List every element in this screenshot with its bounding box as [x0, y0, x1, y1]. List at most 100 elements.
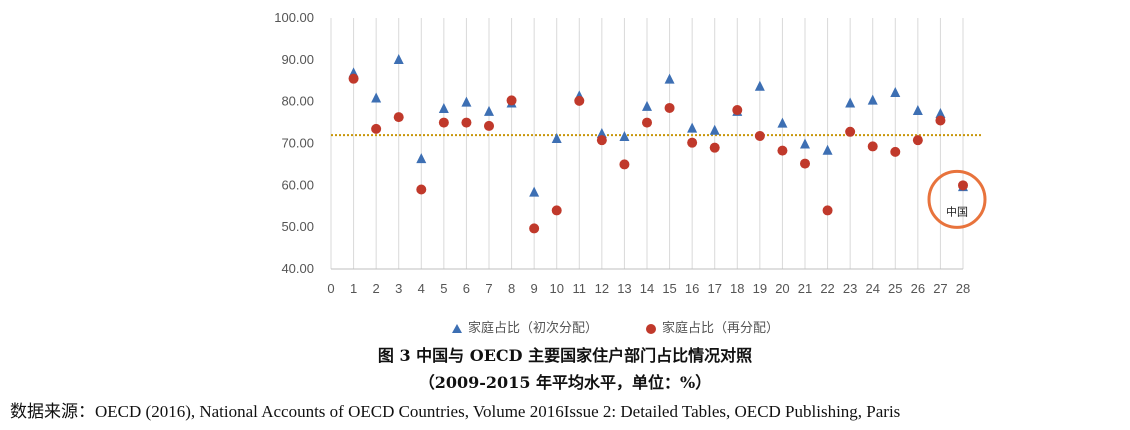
x-tick-label: 26 [911, 281, 925, 296]
data-points [348, 53, 968, 234]
triangle-point [438, 102, 449, 113]
x-tick-label: 25 [888, 281, 902, 296]
x-tick-label: 19 [753, 281, 767, 296]
triangle-point [867, 94, 878, 105]
circle-point [529, 223, 540, 234]
triangle-point [912, 105, 923, 116]
x-tick-label: 10 [549, 281, 563, 296]
y-tick-label: 60.00 [281, 177, 314, 192]
annotation-label: 中国 [946, 205, 968, 218]
circle-point [348, 73, 359, 84]
triangle-point [551, 133, 562, 144]
grid-lines [330, 18, 964, 270]
triangle-point [484, 105, 494, 116]
x-tick-label: 11 [573, 281, 587, 296]
circle-point [709, 142, 720, 153]
circle-point [935, 115, 946, 126]
x-tick-label: 2 [373, 281, 380, 296]
figure-caption-subtitle: （2009-2015 年平均水平，单位：%） [418, 373, 712, 392]
triangle-point [619, 130, 630, 141]
x-tick-label: 23 [843, 281, 857, 296]
legend: 家庭占比（初次分配） 家庭占比（再分配） [452, 320, 779, 335]
x-axis: 0 1 2 3 4 5 6 7 8 9 10 11 12 13 14 15 16 17 18 19 20 21 22 23 24… [327, 281, 970, 296]
circle-point [371, 123, 382, 134]
x-tick-label: 1 [350, 281, 357, 296]
circle-point [867, 141, 878, 152]
x-tick-label: 15 [662, 281, 676, 296]
triangle-point [845, 97, 856, 108]
circle-point [800, 158, 810, 169]
y-tick-label: 80.00 [281, 94, 314, 109]
triangle-point [687, 122, 698, 133]
x-tick-label: 17 [707, 281, 721, 296]
triangle-point [664, 73, 675, 84]
x-tick-label: 27 [933, 281, 947, 296]
x-tick-label: 3 [395, 281, 402, 296]
circle-point [664, 102, 675, 113]
data-source-note: 数据来源：OECD (2016), National Accounts of O… [10, 402, 901, 421]
x-tick-label: 4 [418, 281, 425, 296]
y-tick-label: 40.00 [281, 261, 314, 276]
x-tick-label: 16 [685, 281, 699, 296]
circle-point [596, 135, 607, 146]
circle-point [461, 117, 472, 128]
triangle-point [393, 53, 404, 64]
triangle-point [754, 80, 765, 91]
x-tick-label: 6 [463, 281, 470, 296]
triangle-point [461, 96, 472, 107]
triangle-point [800, 138, 810, 149]
triangle-point [416, 153, 427, 164]
legend-circle-marker [646, 324, 656, 334]
x-tick-label: 13 [617, 281, 631, 296]
circle-point [551, 205, 562, 216]
triangle-point [935, 107, 946, 118]
highlight-circle [927, 169, 987, 229]
triangle-point [529, 186, 540, 197]
china-annotation: 中国 [927, 169, 987, 229]
triangle-point [596, 128, 607, 139]
y-tick-label: 100.00 [274, 10, 314, 25]
x-tick-label: 9 [531, 281, 538, 296]
triangle-point [709, 124, 720, 135]
legend-label-primary: 家庭占比（初次分配） [468, 320, 598, 335]
x-tick-label: 14 [640, 281, 654, 296]
legend-label-secondary: 家庭占比（再分配） [662, 320, 779, 335]
circle-point [506, 95, 517, 106]
x-tick-label: 22 [820, 281, 834, 296]
triangle-point [371, 92, 382, 103]
triangle-point [890, 87, 901, 98]
y-tick-label: 50.00 [281, 219, 314, 234]
x-tick-label: 28 [956, 281, 970, 296]
triangle-point [822, 144, 833, 155]
y-axis: 40.00 50.00 60.00 70.00 80.00 90.00 100.00 [274, 10, 314, 276]
x-tick-label: 18 [730, 281, 744, 296]
circle-point [754, 130, 765, 141]
y-tick-label: 90.00 [281, 52, 314, 67]
x-tick-label: 24 [865, 281, 879, 296]
triangle-point [642, 100, 652, 111]
circle-point [845, 126, 856, 137]
circle-point [416, 184, 427, 195]
figure-caption-title: 图 3 中国与 OECD 主要国家住户部门占比情况对照 [377, 346, 753, 365]
x-tick-label: 20 [775, 281, 789, 296]
circle-point [438, 117, 449, 128]
x-tick-label: 5 [440, 281, 447, 296]
x-tick-label: 12 [595, 281, 609, 296]
circle-point [574, 95, 585, 106]
circle-point [619, 159, 630, 170]
x-tick-label: 21 [798, 281, 812, 296]
circle-point [822, 205, 833, 216]
x-tick-label: 8 [508, 281, 515, 296]
x-tick-label: 7 [485, 281, 492, 296]
circle-point [958, 180, 968, 191]
circle-point [777, 145, 788, 156]
circle-point [484, 120, 494, 131]
y-tick-label: 70.00 [281, 136, 314, 151]
circle-point [393, 112, 404, 123]
x-tick-label: 0 [327, 281, 334, 296]
circle-point [890, 146, 901, 157]
legend-triangle-marker [452, 324, 462, 333]
circle-point [642, 117, 652, 128]
circle-point [912, 135, 923, 146]
